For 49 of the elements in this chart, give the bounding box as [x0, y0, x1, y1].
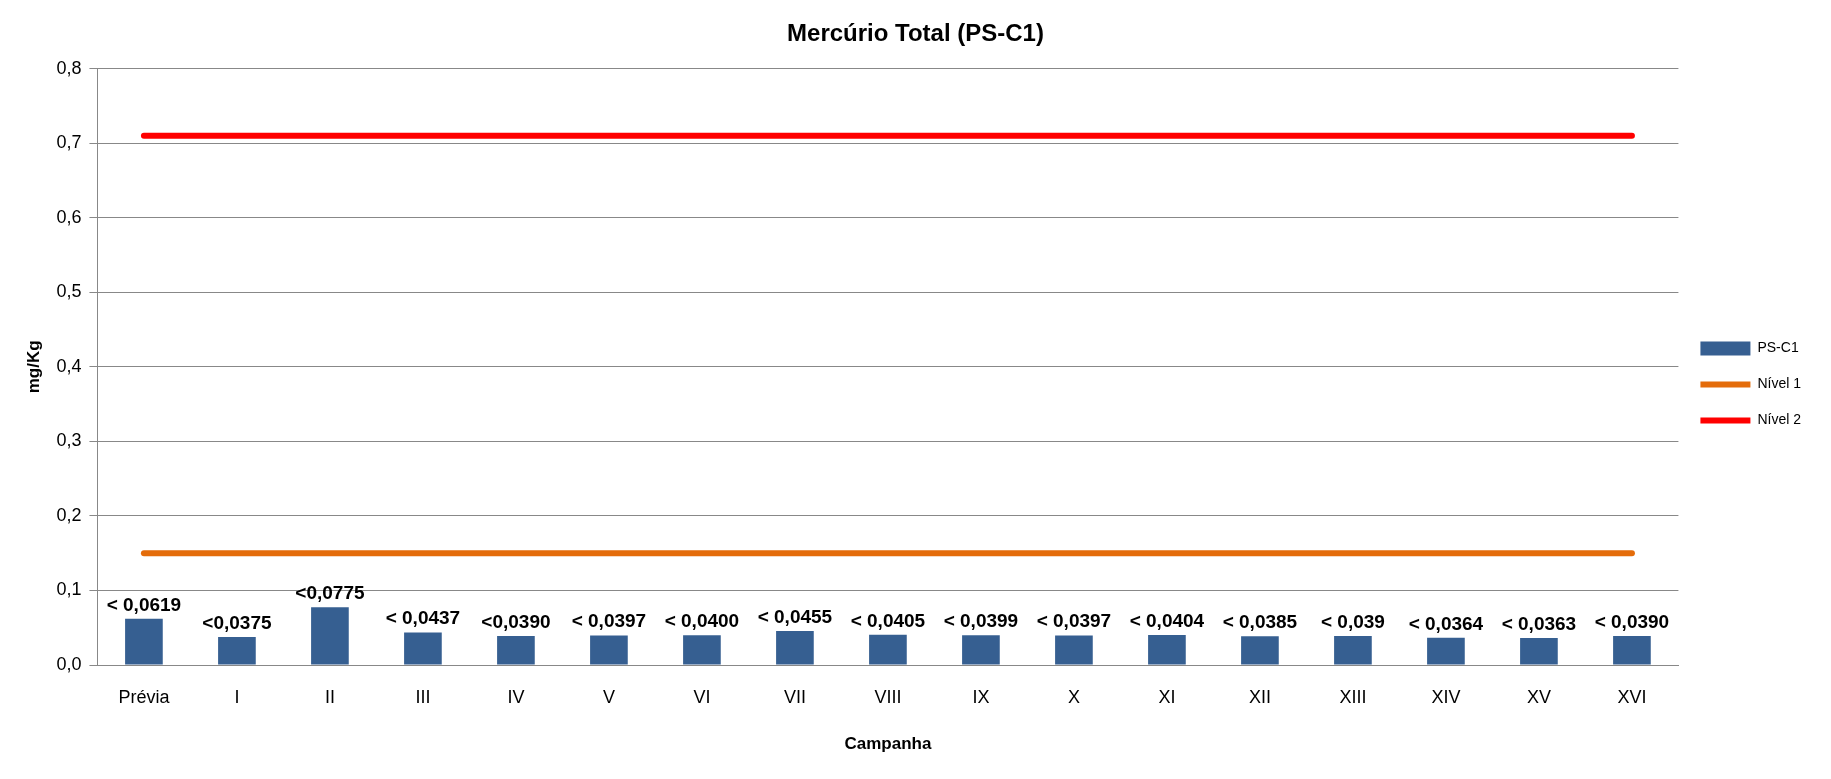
x-tick-label: XIII — [1339, 686, 1367, 707]
data-label: < 0,0404 — [1129, 609, 1205, 631]
data-label: < 0,0400 — [664, 609, 740, 631]
x-tick-label: VI — [693, 686, 711, 707]
data-label: <0,0375 — [202, 611, 272, 633]
data-label: < 0,0390 — [1594, 610, 1670, 632]
data-label: < 0,0385 — [1222, 611, 1298, 633]
y-tick-label: 0,7 — [56, 132, 82, 153]
x-tick-label: XII — [1248, 686, 1271, 707]
chart-title: Mercúrio Total (PS-C1) — [787, 19, 1044, 47]
data-label: < 0,0455 — [757, 605, 833, 627]
x-tick-label: IV — [507, 686, 525, 707]
x-tick-label: Prévia — [118, 686, 171, 707]
data-label: < 0,0399 — [943, 610, 1019, 631]
x-tick-label: III — [415, 686, 431, 707]
y-tick-label: 0,6 — [56, 206, 82, 227]
data-label: <0,0775 — [295, 581, 365, 603]
y-tick-label: 0,3 — [56, 430, 82, 451]
data-label: < 0,0405 — [850, 609, 926, 631]
x-tick-label: XVI — [1617, 686, 1647, 707]
x-tick-label: VII — [783, 686, 806, 707]
data-label: < 0,0619 — [106, 593, 182, 615]
x-tick-label: XIV — [1431, 686, 1461, 707]
y-tick-label: 0,2 — [56, 504, 82, 525]
x-tick-label: I — [234, 686, 240, 707]
legend-label: Nível 1 — [1757, 375, 1802, 392]
x-tick-label: XI — [1158, 686, 1176, 707]
x-tick-label: X — [1067, 686, 1080, 707]
x-axis-title: Campanha — [844, 734, 932, 754]
data-label: < 0,0397 — [1036, 610, 1112, 632]
data-label: < 0,039 — [1320, 610, 1385, 632]
x-tick-label: V — [602, 686, 615, 707]
data-label: < 0,0397 — [571, 610, 647, 632]
y-axis-title: mg/Kg — [23, 340, 43, 394]
y-tick-label: 0,1 — [56, 579, 82, 600]
y-tick-label: 0,4 — [56, 355, 82, 376]
x-tick-label: XV — [1526, 686, 1551, 707]
y-tick-label: 0,8 — [56, 57, 82, 78]
x-tick-label: IX — [972, 686, 990, 707]
x-tick-label: VIII — [874, 686, 902, 707]
data-label: < 0,0437 — [385, 607, 461, 629]
legend-label: PS-C1 — [1757, 339, 1799, 356]
y-tick-label: 0,5 — [56, 281, 82, 302]
y-tick-label: 0,0 — [56, 653, 82, 674]
legend-label: Nível 2 — [1757, 411, 1802, 428]
data-label: < 0,0363 — [1501, 612, 1577, 634]
data-label: <0,0390 — [481, 610, 551, 632]
x-tick-label: II — [324, 686, 335, 707]
data-label: < 0,0364 — [1408, 612, 1484, 634]
